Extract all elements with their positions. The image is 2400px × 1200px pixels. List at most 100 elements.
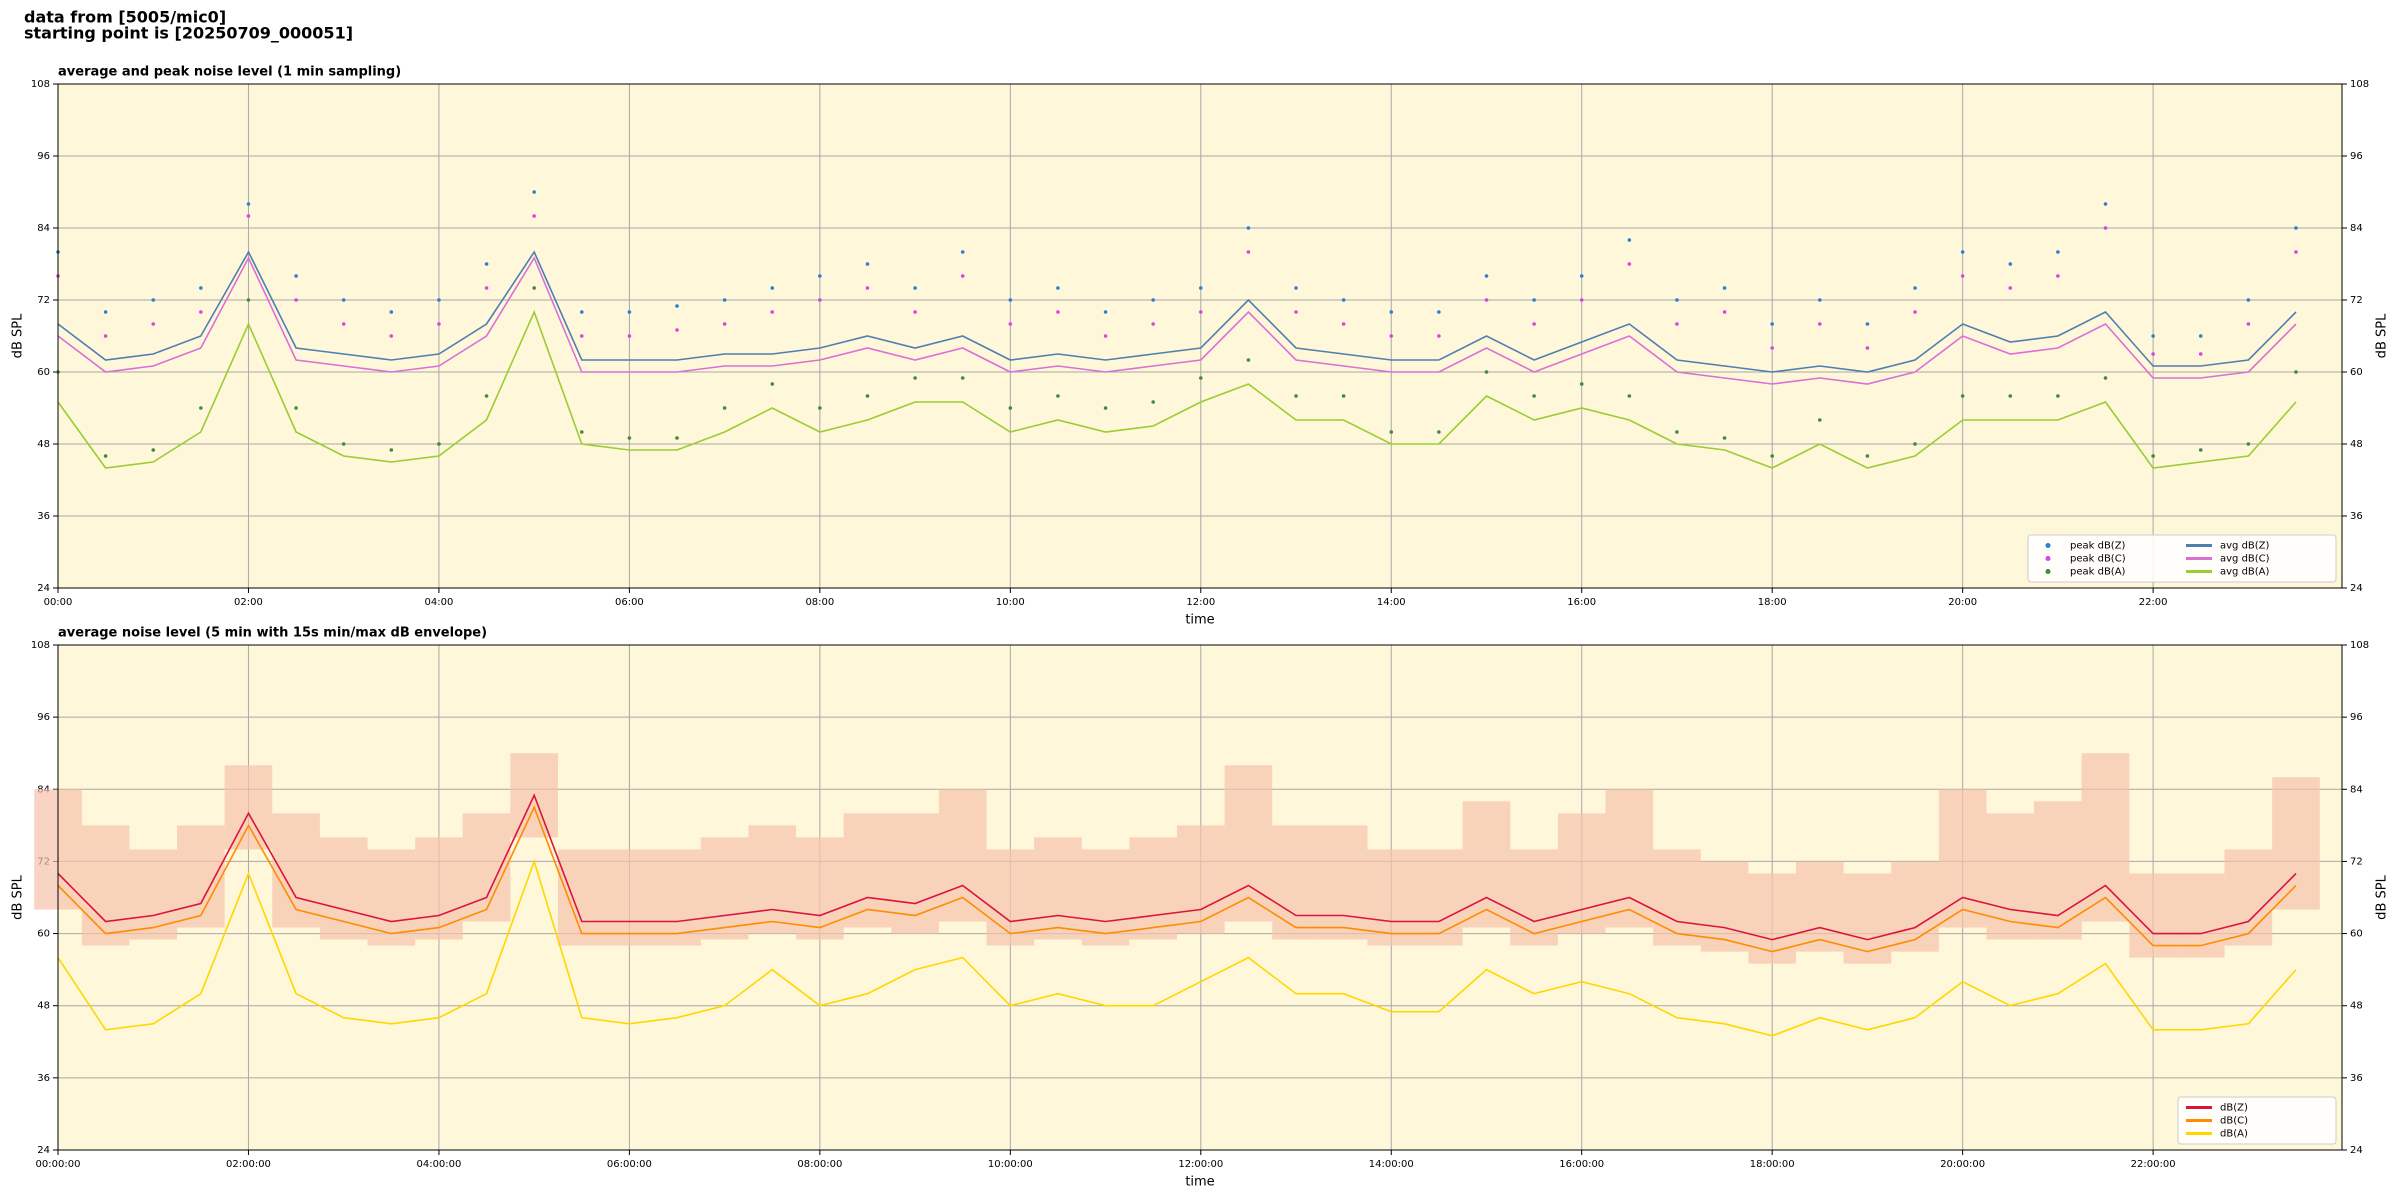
peak-marker — [913, 286, 917, 290]
y-tick-label: 96 — [2350, 712, 2363, 723]
peak-marker — [1103, 334, 1108, 338]
x-tick-label: 12:00 — [1186, 597, 1215, 608]
x-tick-label: 00:00:00 — [36, 1159, 81, 1170]
y-tick-label: 48 — [2350, 1001, 2363, 1012]
peak-marker — [1151, 298, 1155, 302]
peak-marker — [2008, 286, 2013, 290]
envelope-band — [81, 825, 130, 946]
y-tick-label: 72 — [37, 295, 50, 306]
peak-marker — [294, 298, 298, 302]
peak-marker — [1818, 418, 1822, 422]
peak-marker — [389, 448, 394, 452]
peak-marker — [1198, 286, 1203, 290]
y-tick-label: 48 — [37, 1001, 50, 1012]
peak-marker — [1103, 406, 1108, 410]
peak-marker — [1675, 322, 1679, 326]
envelope-band — [986, 849, 1035, 946]
peak-marker — [1675, 298, 1679, 302]
envelope-band — [2129, 873, 2177, 958]
peak-marker — [2151, 352, 2155, 356]
envelope-band — [1367, 849, 1416, 946]
y-tick-label: 60 — [37, 367, 50, 378]
peak-marker — [722, 322, 727, 326]
peak-marker — [627, 436, 632, 440]
peak-marker — [151, 322, 156, 326]
y-axis-label: dB SPL — [2375, 313, 2390, 358]
x-tick-label: 14:00 — [1377, 597, 1406, 608]
envelope-band — [1176, 825, 1225, 934]
peak-marker — [532, 214, 536, 218]
y-tick-label: 96 — [37, 712, 50, 723]
x-tick-label: 02:00:00 — [226, 1159, 271, 1170]
peak-marker — [103, 310, 108, 314]
y-tick-label: 48 — [37, 439, 50, 450]
legend-label: peak dB(C) — [2070, 554, 2126, 565]
peak-marker — [151, 298, 156, 302]
peak-marker — [2294, 226, 2298, 230]
peak-marker — [1484, 274, 1489, 278]
peak-marker — [199, 406, 203, 410]
peak-marker — [1532, 394, 1536, 398]
peak-marker — [1389, 430, 1394, 434]
legend-box — [2177, 1096, 2337, 1145]
peak-marker — [1246, 250, 1251, 254]
peak-marker — [1960, 250, 1965, 254]
peak-marker — [1294, 310, 1298, 314]
suptitle: starting point is [20250709_000051] — [24, 24, 353, 43]
peak-marker — [246, 298, 251, 302]
peak-marker — [1056, 310, 1060, 314]
envelope-band — [653, 849, 701, 946]
y-tick-label: 60 — [37, 929, 50, 940]
y-tick-label: 96 — [2350, 151, 2363, 162]
envelope-band — [1034, 837, 1082, 940]
envelope-band — [2081, 753, 2130, 922]
peak-marker — [1246, 226, 1251, 230]
envelope-band — [1557, 813, 1606, 934]
envelope-band — [2224, 849, 2273, 946]
peak-marker — [770, 382, 775, 386]
x-tick-label: 22:00 — [2139, 597, 2168, 608]
legend-marker — [2045, 543, 2051, 548]
x-tick-label: 22:00:00 — [2131, 1159, 2176, 1170]
envelope-band — [415, 837, 463, 940]
peak-marker — [2246, 298, 2251, 302]
peak-marker — [2056, 394, 2060, 398]
peak-marker — [722, 298, 727, 302]
x-tick-label: 08:00:00 — [797, 1159, 842, 1170]
y-tick-label: 72 — [2350, 295, 2363, 306]
peak-marker — [389, 310, 394, 314]
plot-frame — [57, 644, 2343, 1151]
peak-marker — [1056, 286, 1060, 290]
x-tick-label: 16:00:00 — [1559, 1159, 1604, 1170]
peak-marker — [1960, 394, 1965, 398]
x-tick-label: 06:00 — [615, 597, 644, 608]
peak-marker — [2198, 352, 2203, 356]
peak-marker — [1198, 310, 1203, 314]
legend-label: peak dB(A) — [2070, 567, 2126, 578]
envelope-band — [1748, 873, 1796, 964]
peak-marker — [103, 334, 108, 338]
envelope-band — [319, 837, 368, 940]
x-tick-label: 18:00:00 — [1750, 1159, 1795, 1170]
peak-marker — [1913, 286, 1917, 290]
envelope-band — [177, 825, 225, 928]
peak-marker — [1865, 322, 1870, 326]
peak-marker — [532, 190, 536, 194]
x-tick-label: 16:00 — [1567, 597, 1596, 608]
peak-marker — [1151, 322, 1155, 326]
peak-marker — [294, 406, 298, 410]
peak-marker — [2246, 322, 2251, 326]
legend-label: dB(Z) — [2220, 1103, 2248, 1114]
peak-marker — [1722, 286, 1727, 290]
y-tick-label: 36 — [2350, 511, 2363, 522]
peak-marker — [1389, 334, 1394, 338]
peak-marker — [1341, 322, 1346, 326]
peak-marker — [1722, 310, 1727, 314]
peak-marker — [2198, 448, 2203, 452]
legend-label: avg dB(A) — [2220, 567, 2270, 578]
peak-marker — [960, 376, 965, 380]
peak-marker — [294, 274, 298, 278]
envelope-band — [748, 825, 797, 934]
chart-title: average and peak noise level (1 min samp… — [58, 65, 401, 80]
envelope-band — [2272, 777, 2320, 910]
